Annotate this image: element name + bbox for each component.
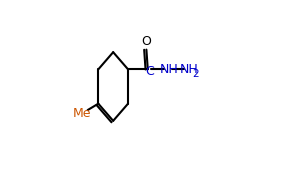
Text: NH: NH [180, 63, 198, 76]
Text: C: C [145, 65, 154, 78]
Text: 2: 2 [192, 69, 199, 79]
Text: O: O [142, 35, 151, 48]
Text: Me: Me [73, 107, 91, 120]
Text: NH: NH [159, 63, 178, 76]
